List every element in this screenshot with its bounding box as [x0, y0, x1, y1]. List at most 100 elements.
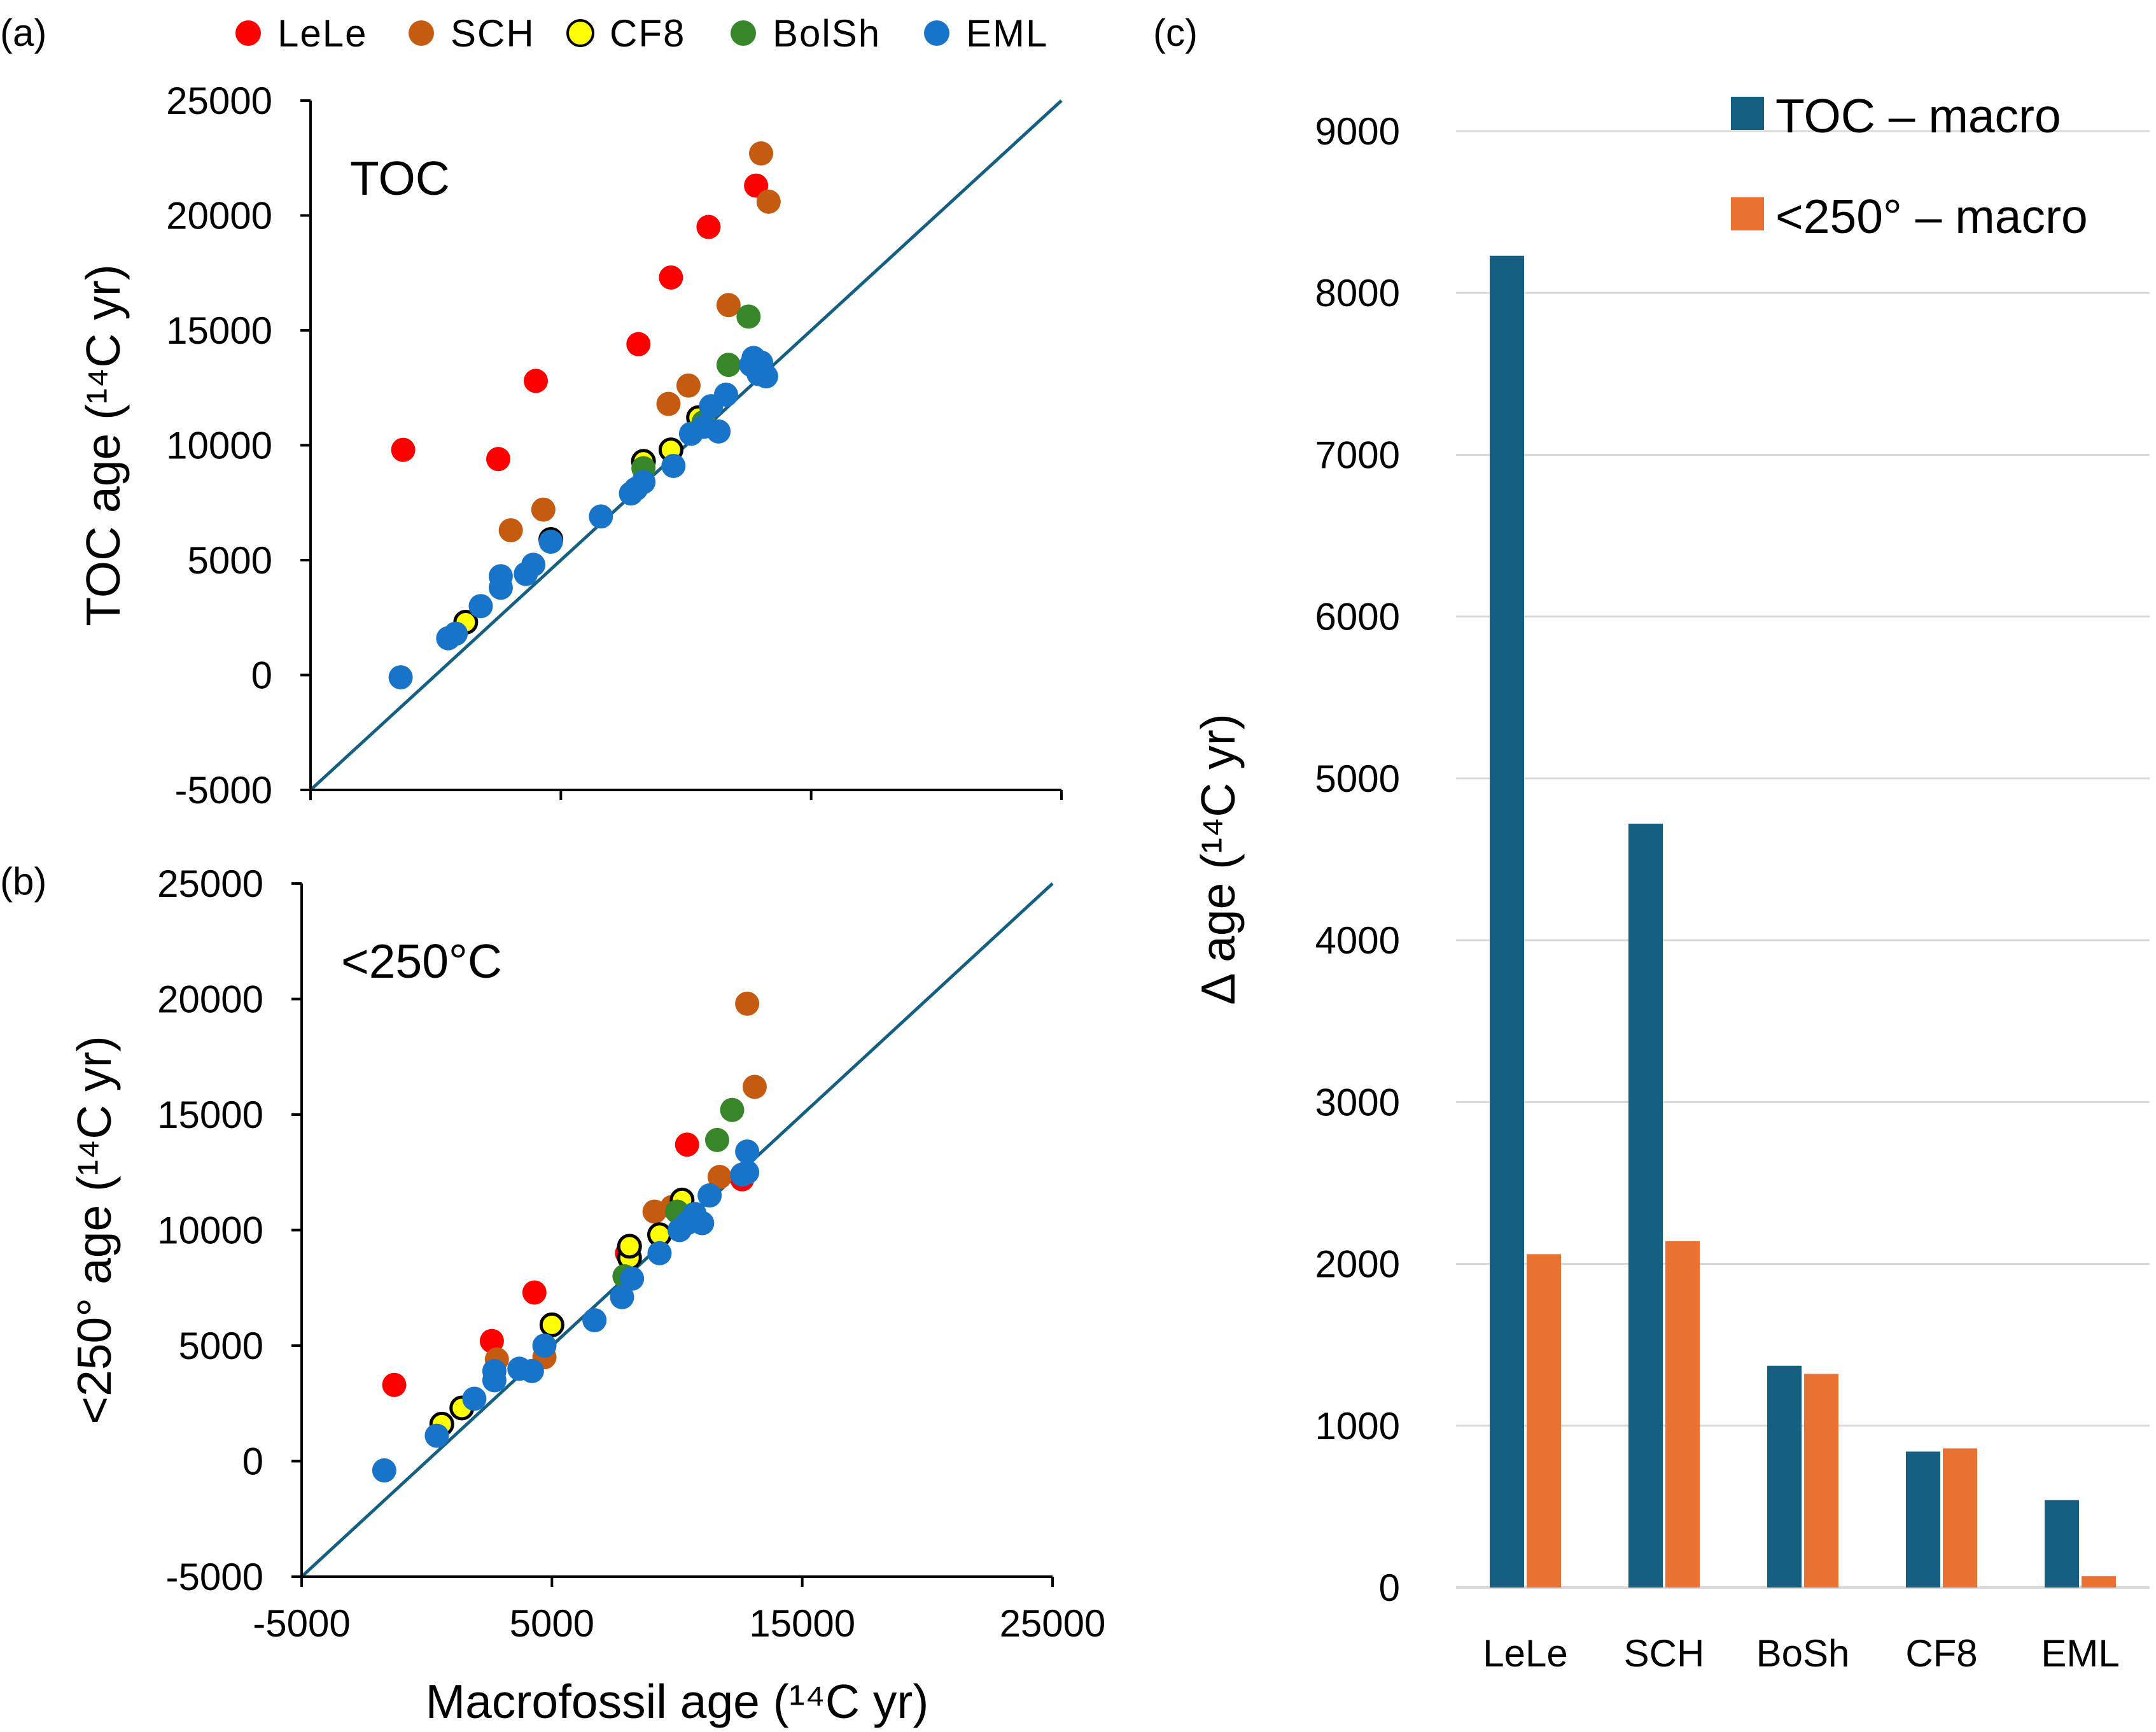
- panel-a-ytick-label: -5000: [175, 769, 272, 812]
- panel-b-inner-title: <250°C: [341, 934, 502, 988]
- panel-a-one-to-one-line: [309, 99, 1063, 791]
- panel-b-point-sch: [735, 991, 760, 1016]
- panel-b-ytick-label: 20000: [157, 978, 263, 1021]
- panel-a-point-bolsh: [716, 353, 741, 377]
- panel-b-point-eml: [647, 1241, 672, 1265]
- panel-a-point-lele: [524, 369, 548, 393]
- panel-c-xtick-label: SCH: [1624, 1632, 1705, 1675]
- panel-a-point-sch: [716, 293, 741, 318]
- panel-c-xtick-label: BoSh: [1756, 1632, 1850, 1675]
- panel-b-xtick-label: 15000: [749, 1602, 855, 1645]
- panel-c-bar-toc-bosh: [1767, 1365, 1802, 1588]
- panel-b-y-axis-title: <250° age (¹⁴C yr): [67, 1036, 121, 1424]
- panel-b-ytick-label: 0: [242, 1440, 263, 1483]
- panel-c-legend-label-lt250: <250° – macro: [1775, 190, 2088, 243]
- panel-c-ytick-label: 2000: [1315, 1243, 1400, 1286]
- legend-label-lele: LeLe: [277, 12, 367, 55]
- panel-a-point-eml: [706, 419, 731, 444]
- panel-c-ytick-label: 7000: [1315, 433, 1400, 476]
- panel-c-y-axis-title: Δ age (¹⁴C yr): [1191, 714, 1245, 1004]
- panel-c-bar-lt250-bosh: [1804, 1374, 1838, 1588]
- panel-a-point-eml: [488, 564, 513, 589]
- panel-label-a: (a): [0, 11, 46, 54]
- panel-b-point-eml: [735, 1160, 760, 1185]
- panel-b-point-eml: [735, 1139, 760, 1164]
- panel-b-point-lele: [675, 1132, 699, 1157]
- panel-a-point-sch: [531, 497, 556, 522]
- panel-c-xtick-label: LeLe: [1483, 1632, 1567, 1675]
- panel-c-bar-toc-lele: [1490, 255, 1524, 1588]
- panel-b-xtick-label: 25000: [1000, 1602, 1106, 1645]
- panel-a-point-eml: [661, 453, 686, 478]
- panel-a-point-eml: [631, 470, 656, 495]
- legend-label-eml: EML: [966, 12, 1048, 55]
- legend-label-cf8: CF8: [610, 12, 685, 55]
- panel-c-ytick-label: 8000: [1315, 272, 1400, 314]
- panel-a-ytick-label: 10000: [166, 425, 272, 467]
- panel-b-ytick-label: 25000: [157, 862, 263, 905]
- panel-b-point-lele: [382, 1372, 407, 1397]
- panel-b-point-eml: [610, 1285, 634, 1309]
- panel-a-point-eml: [521, 553, 546, 577]
- panel-b-point-eml: [697, 1183, 722, 1208]
- panel-b-point-eml: [462, 1386, 487, 1411]
- panel-c-bar-toc-eml: [2045, 1500, 2079, 1588]
- panel-c-ytick-label: 0: [1379, 1567, 1400, 1609]
- panel-label-b: (b): [0, 860, 46, 903]
- panel-a-inner-title: TOC: [350, 151, 450, 205]
- panel-b-point-lele: [479, 1328, 504, 1353]
- panel-c-bar-lt250-sch: [1665, 1241, 1700, 1588]
- panel-a-y-axis-title: TOC age (¹⁴C yr): [76, 264, 130, 626]
- panel-c-bar-toc-sch: [1628, 824, 1663, 1588]
- panel-a-point-sch: [749, 141, 773, 166]
- panel-a-point-eml: [741, 346, 766, 370]
- panel-a-point-bolsh: [736, 304, 761, 329]
- panel-c-bar-lt250-eml: [2082, 1576, 2116, 1588]
- panel-a-point-sch: [656, 391, 681, 416]
- panel-a-point-lele: [659, 265, 683, 290]
- legend-marker-lele: [235, 20, 261, 46]
- panel-b-point-sch: [742, 1074, 767, 1099]
- panel-a-point-lele: [391, 437, 416, 462]
- panel-label-c: (c): [1153, 11, 1198, 54]
- panel-c-bar-lt250-lele: [1527, 1254, 1561, 1588]
- panel-c-legend-label-toc: TOC – macro: [1775, 89, 2061, 143]
- panel-a-ytick-label: 15000: [166, 309, 272, 352]
- legend-marker-bolsh: [731, 20, 756, 46]
- panel-a-point-lele: [696, 215, 721, 239]
- panel-a-point-eml: [388, 665, 413, 690]
- panel-c-xtick-label: CF8: [1905, 1632, 1977, 1675]
- panel-b-point-sch: [707, 1165, 732, 1190]
- panel-a-ytick-label: 25000: [166, 80, 272, 122]
- panel-b-point-eml: [519, 1358, 544, 1383]
- panel-b-xtick-label: -5000: [253, 1602, 350, 1645]
- panel-a-point-eml: [444, 621, 468, 646]
- panel-a-ytick-label: 5000: [188, 539, 272, 582]
- panel-a-point-sch: [498, 518, 523, 543]
- panel-b-point-cf8: [617, 1234, 642, 1259]
- panel-a-point-eml: [713, 383, 738, 407]
- panel-a-point-lele: [626, 332, 651, 356]
- panel-c-ytick-label: 9000: [1315, 110, 1400, 153]
- legend-marker-cf8: [566, 19, 594, 47]
- panel-b-x-axis-title: Macrofossil age (¹⁴C yr): [426, 1675, 929, 1728]
- panel-b-point-eml: [582, 1308, 607, 1333]
- panel-b-xtick-label: 5000: [510, 1602, 594, 1645]
- panel-b-ytick-label: -5000: [166, 1556, 263, 1598]
- panel-b-point-bolsh: [704, 1127, 729, 1152]
- panel-c-xtick-label: EML: [2041, 1632, 2119, 1675]
- panel-a-point-sch: [756, 189, 781, 214]
- panel-b-point-eml: [532, 1334, 557, 1358]
- panel-a-point-eml: [468, 594, 493, 619]
- legend-label-bolsh: BolSh: [773, 12, 881, 55]
- panel-a-ytick-label: 20000: [166, 195, 272, 237]
- panel-b-point-eml: [482, 1358, 507, 1383]
- panel-a-point-eml: [538, 530, 563, 554]
- panel-c-ytick-label: 5000: [1315, 757, 1400, 800]
- panel-c-legend-swatch-toc: [1731, 97, 1764, 130]
- panel-a-ytick-label: 0: [251, 654, 272, 697]
- legend-marker-eml: [924, 20, 949, 46]
- legend-label-sch: SCH: [451, 12, 535, 55]
- panel-b-ytick-label: 15000: [157, 1094, 263, 1136]
